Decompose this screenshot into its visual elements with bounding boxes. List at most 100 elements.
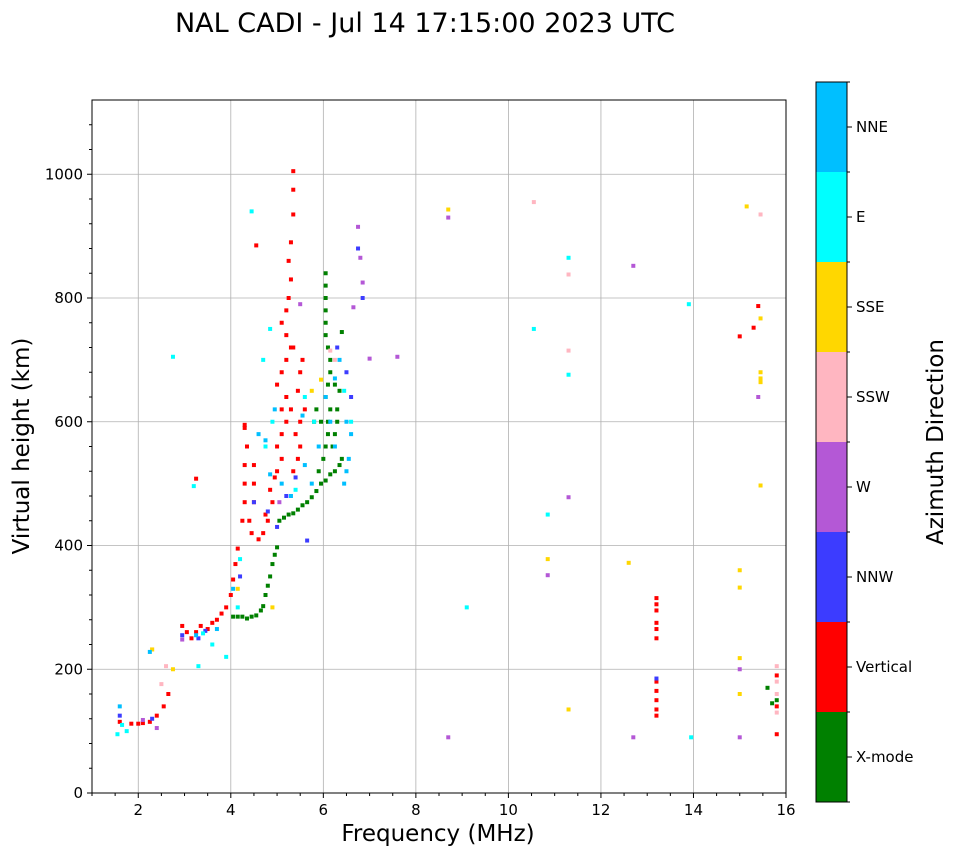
data-point-x-mode	[323, 308, 328, 313]
x-tick-label: 14	[684, 801, 703, 819]
data-point-nne	[342, 481, 347, 486]
data-point-x-mode	[231, 614, 236, 619]
data-point-vertical	[295, 388, 300, 393]
data-point-vertical	[279, 320, 284, 325]
data-point-sse	[319, 377, 324, 382]
y-tick-label: 1000	[45, 165, 83, 183]
colorbar-tick-label: E	[856, 208, 865, 226]
x-tick-label: 6	[319, 801, 329, 819]
data-point-vertical	[654, 627, 659, 632]
data-point-x-mode	[328, 357, 333, 362]
data-point-x-mode	[305, 500, 310, 505]
colorbar-segment	[816, 82, 847, 172]
data-point-nnw	[344, 370, 349, 375]
data-point-nne	[332, 376, 337, 381]
data-point-nne	[117, 704, 122, 709]
data-point-w	[358, 255, 363, 260]
data-point-vertical	[654, 698, 659, 703]
data-point-vertical	[654, 707, 659, 712]
data-point-w	[351, 305, 356, 310]
data-point-nnw	[654, 676, 659, 681]
data-point-nnw	[356, 246, 361, 251]
data-point-sse	[758, 316, 763, 321]
data-point-vertical	[242, 422, 247, 427]
y-axis-label: Virtual height (km)	[9, 338, 35, 555]
data-point-e	[249, 209, 254, 214]
data-point-vertical	[254, 243, 259, 248]
data-point-vertical	[284, 308, 289, 313]
data-point-sse	[446, 207, 451, 212]
colorbar-tick-label: NNW	[856, 568, 893, 586]
colorbar-tick-label: NNE	[856, 118, 888, 136]
colorbar-segment	[816, 712, 847, 802]
data-point-e	[210, 642, 215, 647]
data-point-x-mode	[261, 604, 266, 609]
colorbar-tick-label: SSW	[856, 388, 890, 406]
data-point-w	[277, 500, 282, 505]
data-point-vertical	[756, 304, 761, 309]
colorbar-segment	[816, 172, 847, 262]
data-point-vertical	[231, 577, 236, 582]
data-point-x-mode	[323, 320, 328, 325]
data-point-x-mode	[323, 333, 328, 338]
data-point-vertical	[136, 721, 141, 726]
data-point-e	[566, 255, 571, 260]
data-point-vertical	[774, 704, 779, 709]
data-point-e	[201, 631, 206, 636]
data-point-x-mode	[323, 478, 328, 483]
data-point-w	[566, 495, 571, 500]
x-tick-label: 4	[226, 801, 236, 819]
data-point-x-mode	[314, 407, 319, 412]
data-point-sse	[309, 388, 314, 393]
colorbar-segment	[816, 622, 847, 712]
data-point-vertical	[300, 357, 305, 362]
data-point-vertical	[279, 407, 284, 412]
data-point-vertical	[774, 673, 779, 678]
data-point-e	[268, 326, 273, 331]
data-point-vertical	[284, 333, 289, 338]
data-point-vertical	[268, 487, 273, 492]
data-point-x-mode	[319, 481, 324, 486]
data-point-w	[356, 224, 361, 229]
data-point-sse	[758, 376, 763, 381]
data-point-vertical	[205, 627, 210, 632]
data-point-vertical	[751, 325, 756, 330]
data-point-vertical	[275, 469, 280, 474]
data-point-ssw	[774, 692, 779, 696]
data-point-e	[312, 419, 317, 424]
data-point-vertical	[284, 357, 289, 362]
data-point-e	[261, 357, 266, 362]
data-point-vertical	[291, 187, 296, 192]
data-point-x-mode	[277, 518, 282, 523]
data-point-w	[631, 735, 636, 740]
data-point-vertical	[263, 512, 268, 517]
data-point-vertical	[180, 623, 185, 628]
data-point-vertical	[117, 719, 122, 724]
data-point-ssw	[566, 348, 571, 353]
data-point-e	[270, 419, 275, 424]
data-point-vertical	[244, 444, 249, 449]
data-point-e	[531, 326, 536, 331]
data-point-nne	[323, 395, 328, 399]
data-point-sse	[270, 605, 275, 610]
data-point-vertical	[194, 630, 199, 635]
data-point-vertical	[240, 518, 245, 523]
data-point-x-mode	[314, 489, 319, 494]
data-point-e	[349, 419, 354, 424]
data-point-x-mode	[323, 283, 328, 288]
data-point-vertical	[265, 518, 270, 523]
data-point-sse	[737, 585, 742, 590]
data-point-vertical	[654, 620, 659, 625]
x-tick-label: 8	[411, 801, 421, 819]
data-point-x-mode	[332, 432, 337, 437]
data-point-ssw	[774, 664, 779, 669]
colorbar-label: Azimuth Direction	[923, 339, 949, 545]
data-point-e	[342, 388, 347, 393]
data-point-sse	[626, 560, 631, 565]
data-point-vertical	[219, 611, 224, 616]
data-point-x-mode	[765, 685, 770, 690]
colorbar-segment	[816, 352, 847, 442]
data-point-vertical	[224, 605, 229, 610]
data-point-vertical	[774, 732, 779, 737]
data-point-vertical	[242, 425, 247, 430]
